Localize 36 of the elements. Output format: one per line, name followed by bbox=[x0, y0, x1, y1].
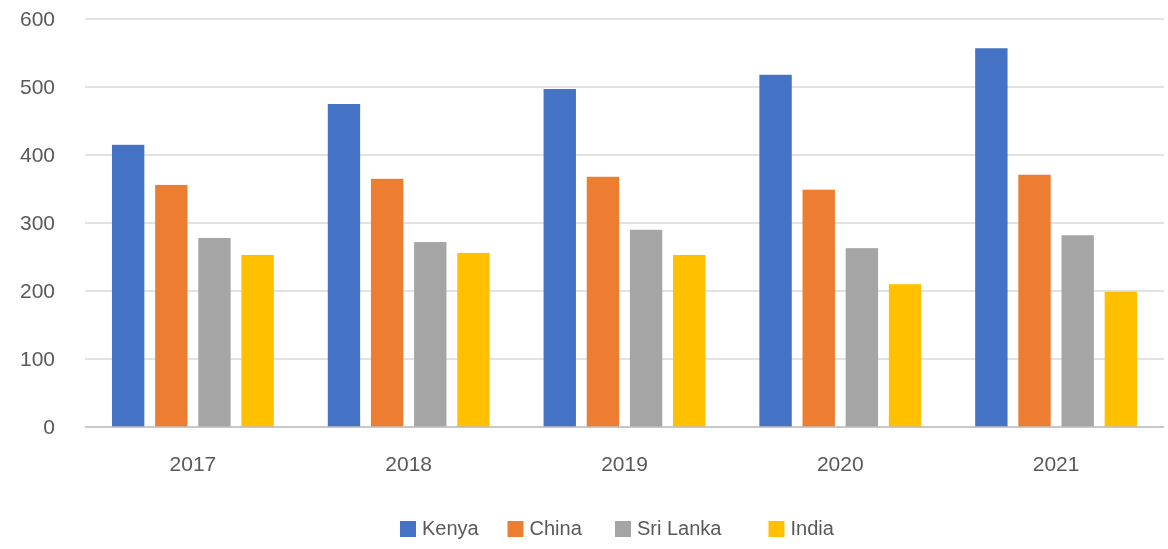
bar bbox=[586, 176, 620, 427]
bar bbox=[629, 229, 663, 427]
legend-label: Kenya bbox=[422, 517, 480, 539]
bar bbox=[802, 189, 835, 427]
bar bbox=[414, 242, 447, 427]
y-tick-label: 0 bbox=[43, 415, 55, 439]
x-tick-label: 2018 bbox=[385, 452, 433, 475]
bar bbox=[1061, 235, 1094, 427]
bar bbox=[673, 254, 706, 427]
x-tick-label: 2020 bbox=[816, 452, 864, 475]
bar bbox=[457, 252, 490, 427]
bar bbox=[1018, 174, 1051, 427]
bar bbox=[241, 254, 274, 427]
bar bbox=[888, 284, 922, 427]
y-tick-label: 100 bbox=[19, 347, 55, 371]
y-tick-label: 400 bbox=[19, 143, 55, 167]
bar bbox=[845, 248, 879, 427]
x-tick-label: 2021 bbox=[1032, 452, 1080, 475]
bar bbox=[543, 89, 576, 427]
y-tick-label: 300 bbox=[19, 211, 55, 235]
x-tick-label: 2017 bbox=[169, 452, 217, 475]
legend-label: Sri Lanka bbox=[637, 517, 723, 539]
legend-label: India bbox=[790, 517, 835, 539]
bar bbox=[370, 178, 404, 427]
x-tick-label: 2019 bbox=[601, 452, 648, 475]
bar bbox=[327, 104, 361, 427]
y-tick-label: 500 bbox=[19, 75, 55, 99]
bar bbox=[198, 237, 231, 427]
legend-label: China bbox=[529, 517, 583, 539]
bar bbox=[111, 144, 145, 427]
y-tick-label: 600 bbox=[19, 7, 55, 31]
bar bbox=[1104, 291, 1138, 427]
bar bbox=[975, 48, 1008, 427]
y-tick-label: 200 bbox=[19, 279, 55, 303]
bar bbox=[759, 74, 792, 427]
bar bbox=[155, 184, 188, 427]
